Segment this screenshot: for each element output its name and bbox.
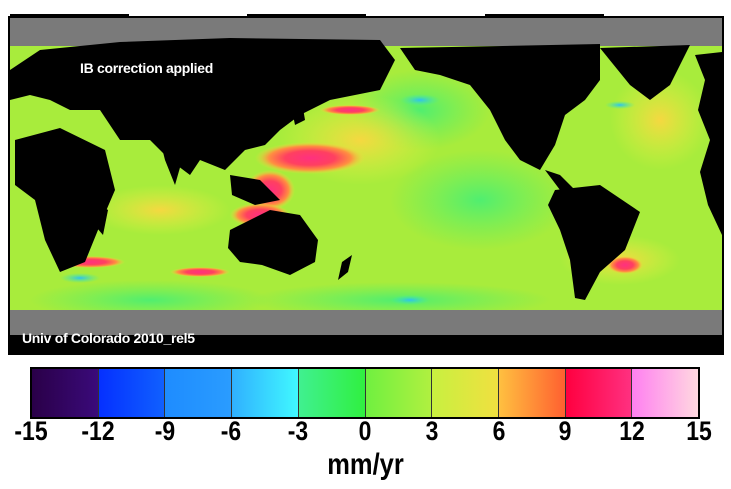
colorbar-tick-label: 0: [358, 416, 372, 446]
colorbar-segment: [232, 369, 299, 417]
eurasia: [10, 38, 395, 175]
colorbar-segment: [565, 369, 633, 417]
colorbar-tick-label: 12: [619, 416, 645, 446]
colorbar-tick-label: -12: [81, 416, 115, 446]
colorbar-tick-label: 6: [492, 416, 505, 446]
colorbar-tick-label: 3: [425, 416, 439, 446]
frame-ticks: [10, 14, 604, 17]
source-label: Univ of Colorado 2010_rel5: [22, 330, 195, 346]
colorbar-segment: [632, 369, 699, 417]
maritime-continent: [230, 175, 280, 205]
colorbar-segment: [298, 369, 366, 417]
colorbar-tick-label: -6: [221, 416, 242, 446]
ib-correction-label: IB correction applied: [80, 60, 213, 76]
africa: [15, 128, 115, 272]
colorbar-segment: [165, 369, 233, 417]
colorbar-tick-label: 9: [559, 416, 572, 446]
japan: [290, 90, 305, 125]
colorbar: [30, 367, 700, 419]
colorbar-segment: [432, 369, 499, 417]
australia: [228, 210, 318, 275]
colorbar-segment: [498, 369, 566, 417]
sea-level-trend-map: [8, 14, 724, 355]
colorbar-segment: [32, 369, 99, 417]
colorbar-tick-label: -15: [14, 416, 48, 446]
greenland: [600, 45, 690, 100]
colorbar-tick-label: -9: [154, 416, 175, 446]
colorbar-tick-label: 15: [686, 416, 712, 446]
colorbar-segment: [365, 369, 433, 417]
south-america: [548, 185, 640, 300]
antarctica: [10, 335, 722, 353]
colorbar-segment: [98, 369, 166, 417]
india: [160, 140, 185, 185]
north-america: [400, 44, 600, 170]
new-zealand: [338, 255, 352, 280]
europe-west-africa: [695, 52, 722, 235]
madagascar: [97, 205, 108, 235]
colorbar-unit: mm/yr: [327, 448, 404, 481]
colorbar-tick-label: -3: [287, 416, 309, 446]
land: [10, 38, 722, 353]
central-america: [545, 170, 575, 190]
trend-patches: [30, 70, 710, 320]
